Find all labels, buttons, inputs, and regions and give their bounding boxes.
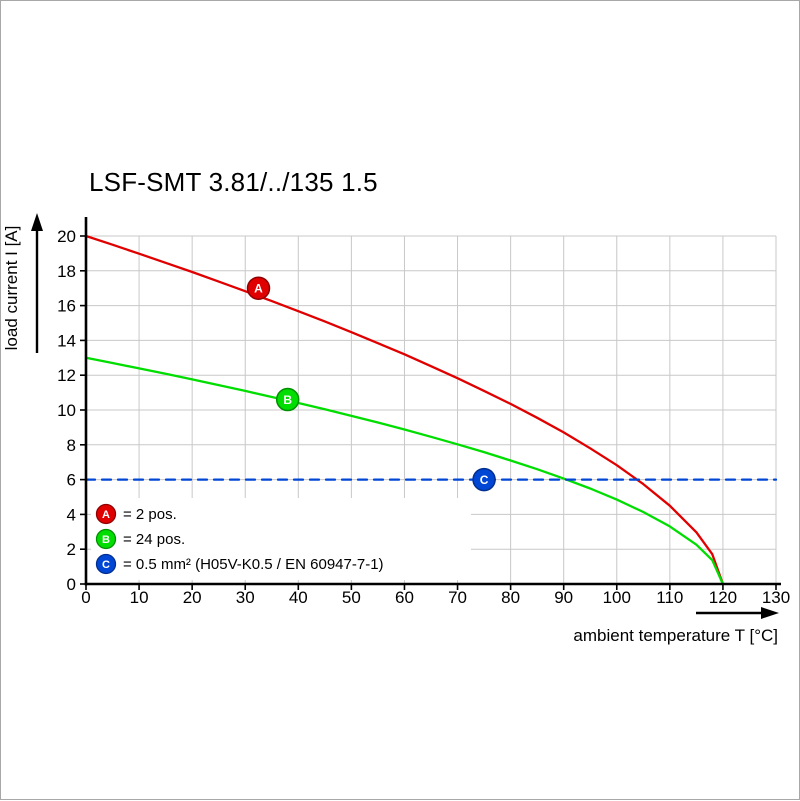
legend-label-C: = 0.5 mm² (H05V-K0.5 / EN 60947-7-1) xyxy=(123,556,384,573)
y-tick-label-14: 14 xyxy=(57,331,76,350)
y-tick-label-4: 4 xyxy=(67,505,76,524)
x-tick-label-30: 30 xyxy=(236,588,255,607)
x-axis-arrow-head-icon xyxy=(761,607,779,619)
x-tick-label-10: 10 xyxy=(130,588,149,607)
marker-B xyxy=(275,387,300,412)
x-tick-label-70: 70 xyxy=(448,588,467,607)
y-tick-label-16: 16 xyxy=(57,297,76,316)
curve-A xyxy=(84,234,725,586)
marker-C xyxy=(472,467,496,492)
marker-letter-B: B xyxy=(283,393,292,407)
x-tick-label-50: 50 xyxy=(342,588,361,607)
y-tick-label-0: 0 xyxy=(67,575,76,594)
legend-letter-C: C xyxy=(102,559,110,571)
x-tick-label-130: 130 xyxy=(762,588,790,607)
x-tick-label-100: 100 xyxy=(603,588,631,607)
y-tick-label-6: 6 xyxy=(67,471,76,490)
x-axis-annotation: ambient temperature T [°C] xyxy=(573,607,779,645)
y-tick-label-2: 2 xyxy=(67,540,76,559)
marker-A xyxy=(246,276,271,300)
legend-background xyxy=(91,498,471,580)
legend-swatch-B xyxy=(95,528,117,550)
y-axis-label: load current I [A] xyxy=(2,226,21,351)
marker-letter-A: A xyxy=(254,282,263,296)
curve-markers-layer: A B C xyxy=(246,276,496,492)
x-tick-label-90: 90 xyxy=(554,588,573,607)
x-tick-label-120: 120 xyxy=(709,588,737,607)
axes-layer xyxy=(80,217,781,590)
x-axis-label: ambient temperature T [°C] xyxy=(573,626,778,645)
x-tick-label-0: 0 xyxy=(81,588,90,607)
y-tick-label-10: 10 xyxy=(57,401,76,420)
x-tick-label-40: 40 xyxy=(289,588,308,607)
y-tick-label-18: 18 xyxy=(57,262,76,281)
y-tick-label-20: 20 xyxy=(57,227,76,246)
x-tick-label-80: 80 xyxy=(501,588,520,607)
x-tick-label-60: 60 xyxy=(395,588,414,607)
chart-title: LSF-SMT 3.81/../135 1.5 xyxy=(89,167,378,197)
legend: A = 2 pos. B = 24 pos. C = 0.5 mm² (H05V-K0.5… xyxy=(91,498,471,580)
legend-label-B: = 24 pos. xyxy=(123,531,185,548)
legend-letter-B: B xyxy=(102,534,110,546)
marker-letter-C: C xyxy=(480,473,489,487)
y-tick-label-12: 12 xyxy=(57,366,76,385)
tick-labels-layer: 0 10 20 30 40 50 60 70 80 90 100 110 120 130 0 2 4 6 8 10 12… xyxy=(57,227,790,607)
y-axis-arrow-head-icon xyxy=(31,213,43,231)
y-axis-annotation: load current I [A] xyxy=(2,213,43,353)
series-layer xyxy=(84,234,778,586)
y-tick-label-8: 8 xyxy=(67,436,76,455)
legend-swatch-C xyxy=(95,553,117,575)
legend-swatch-A xyxy=(95,503,117,525)
x-tick-label-20: 20 xyxy=(183,588,202,607)
legend-letter-A: A xyxy=(102,509,110,521)
curve-B xyxy=(84,356,725,586)
x-tick-label-110: 110 xyxy=(656,588,683,607)
legend-label-A: = 2 pos. xyxy=(123,506,177,523)
